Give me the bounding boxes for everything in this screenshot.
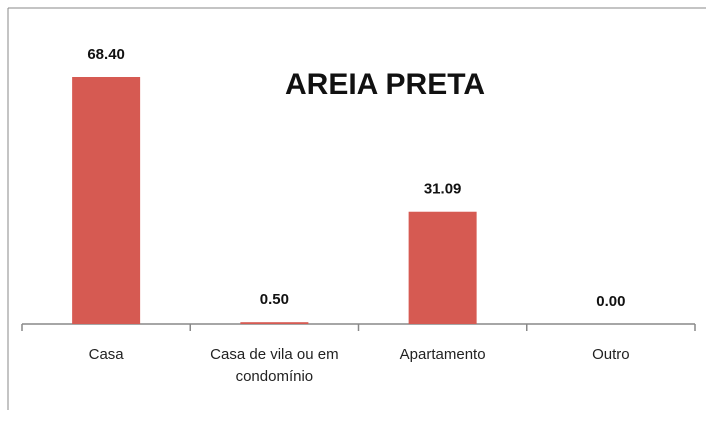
bar [72, 77, 141, 324]
x-tick-label: Apartamento [399, 346, 486, 363]
data-label: 68.40 [87, 46, 125, 63]
x-tick-label: Casa [88, 346, 124, 363]
x-tick-label: Outro [592, 346, 630, 363]
bar [240, 322, 309, 324]
data-label: 0.00 [596, 293, 625, 310]
chart-title: AREIA PRETA [285, 68, 485, 101]
data-label: 0.50 [260, 291, 289, 308]
bar [408, 211, 477, 324]
x-tick-label: Casa de vila ou em condomínio [210, 346, 339, 385]
data-label: 31.09 [424, 181, 462, 198]
